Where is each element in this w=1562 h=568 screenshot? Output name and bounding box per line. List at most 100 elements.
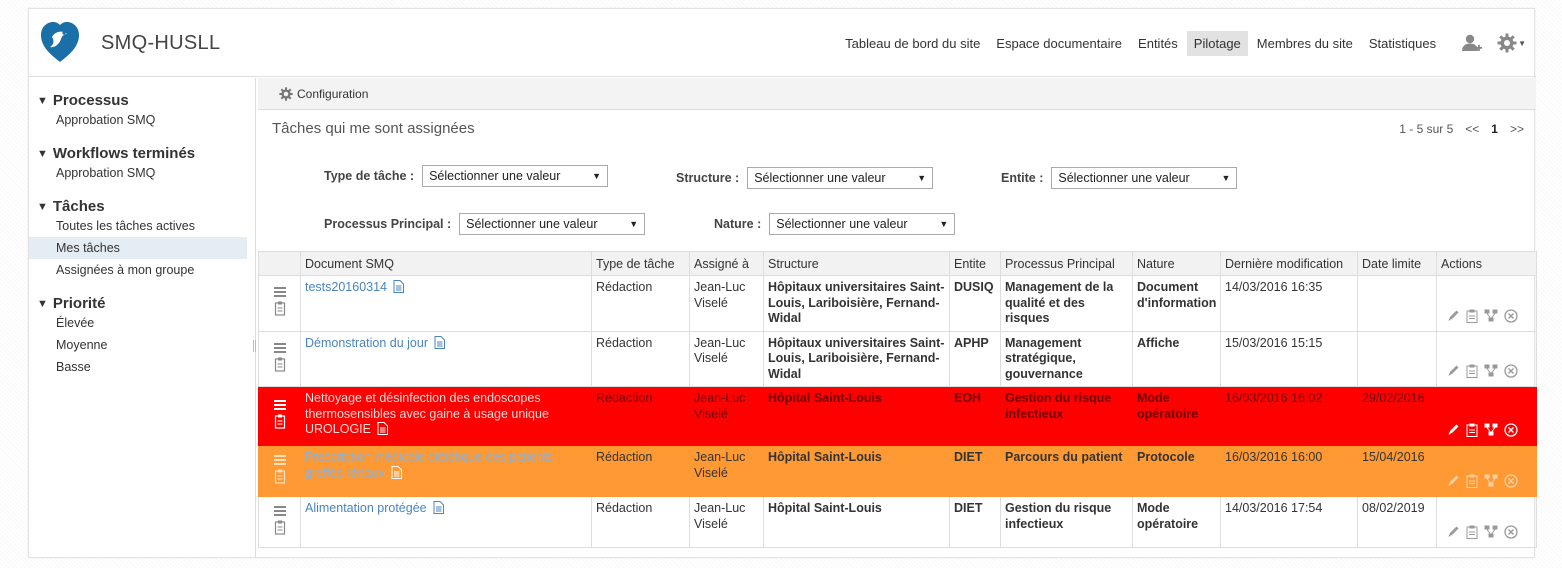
sidebar-heading[interactable]: ▼ Processus (37, 92, 129, 109)
table-row[interactable]: Alimentation protégée Rédaction Jean-Luc… (258, 496, 1537, 548)
cancel-icon[interactable] (1504, 423, 1518, 437)
cancel-icon[interactable] (1504, 474, 1518, 488)
nav-dashboard[interactable]: Tableau de bord du site (845, 35, 981, 51)
nav-statistics[interactable]: Statistiques (1368, 35, 1437, 51)
sidebar-heading[interactable]: ▼ Workflows terminés (37, 145, 196, 162)
configuration-button[interactable]: Configuration (279, 87, 368, 101)
nav-documents[interactable]: Espace documentaire (996, 35, 1123, 51)
drag-handle-icon[interactable] (259, 286, 300, 320)
edit-icon[interactable] (1447, 423, 1460, 437)
cell-actions (1436, 445, 1537, 497)
workflow-icon[interactable] (1484, 525, 1498, 539)
document-icon[interactable] (433, 501, 444, 519)
column-header[interactable]: Document SMQ (300, 251, 592, 276)
resize-handle[interactable] (253, 340, 256, 352)
table-row[interactable]: Prescription médicale diététique des pat… (258, 445, 1537, 497)
column-header[interactable]: Dernière modification (1220, 251, 1358, 276)
sidebar-item-my-tasks[interactable]: Mes tâches (29, 237, 247, 259)
sidebar-item-low[interactable]: Basse (56, 360, 91, 374)
document-icon[interactable] (434, 335, 445, 354)
document-icon[interactable] (393, 280, 405, 298)
document-link[interactable]: Nettoyage et désinfection des endoscopes… (305, 391, 549, 436)
edit-icon[interactable] (1447, 525, 1460, 539)
gear-icon[interactable]: ▼ (1497, 33, 1526, 53)
cancel-icon[interactable] (1504, 308, 1518, 323)
pagination-current[interactable]: 1 (1491, 122, 1498, 136)
drag-handle-icon[interactable] (259, 454, 300, 488)
row-handle[interactable] (258, 496, 301, 548)
column-header[interactable]: Structure (763, 251, 950, 276)
cell-modified: 16/03/2016 16:02 (1220, 386, 1358, 446)
dropdown-arrow-icon: ▼ (629, 219, 639, 229)
filter-structure-select[interactable]: Sélectionner une valeur ▼ (747, 167, 934, 189)
site-title[interactable]: SMQ-HUSLL (101, 32, 221, 54)
row-handle[interactable] (258, 445, 301, 497)
add-user-icon[interactable] (1461, 32, 1483, 54)
details-icon[interactable] (1466, 423, 1478, 437)
sidebar-item-medium[interactable]: Moyenne (56, 338, 108, 352)
column-header: Actions (1436, 251, 1537, 276)
details-icon[interactable] (1466, 364, 1478, 378)
sidebar-item-group-tasks[interactable]: Assignées à mon groupe (56, 263, 195, 277)
sidebar-heading[interactable]: ▼ Tâches (37, 198, 105, 215)
cancel-icon[interactable] (1504, 364, 1518, 378)
column-header[interactable]: Processus Principal (1000, 251, 1133, 276)
table-row[interactable]: Démonstration du jour Rédaction Jean-Luc… (258, 330, 1537, 387)
row-handle[interactable] (258, 275, 301, 332)
details-icon[interactable] (1466, 309, 1478, 323)
edit-icon[interactable] (1447, 309, 1460, 323)
cell-document: Alimentation protégée (300, 496, 592, 548)
sidebar-item-all-tasks[interactable]: Toutes les tâches actives (56, 219, 195, 233)
document-icon[interactable] (377, 422, 388, 440)
drag-handle-icon[interactable] (259, 505, 300, 539)
filter-processus-select[interactable]: Sélectionner une valeur ▼ (459, 213, 646, 235)
row-handle[interactable] (258, 330, 301, 387)
filter-nature-select[interactable]: Sélectionner une valeur ▼ (769, 213, 956, 235)
pagination-next[interactable]: >> (1509, 122, 1524, 136)
sidebar-item-approbation[interactable]: Approbation SMQ (56, 113, 156, 127)
nav-pilotage[interactable]: Pilotage (1186, 30, 1248, 56)
sidebar-heading[interactable]: ▼ Priorité (37, 295, 106, 312)
table-row[interactable]: tests20160314 Rédaction Jean-Luc Viselé … (258, 275, 1537, 332)
nav-members[interactable]: Membres du site (1256, 35, 1353, 51)
filter-type-select[interactable]: Sélectionner une valeur ▼ (422, 165, 609, 187)
nav-entities[interactable]: Entités (1138, 35, 1178, 51)
workflow-icon[interactable] (1484, 309, 1498, 323)
details-icon[interactable] (1466, 525, 1478, 539)
cell-entite: EOH (949, 386, 1001, 446)
sidebar-item-high[interactable]: Élevée (56, 316, 95, 330)
column-header[interactable]: Type de tâche (591, 251, 690, 276)
logo-icon[interactable] (37, 18, 83, 64)
workflow-icon[interactable] (1484, 474, 1498, 488)
workflow-icon[interactable] (1484, 364, 1498, 378)
column-header[interactable]: Entite (949, 251, 1001, 276)
column-header[interactable]: Assigné à (689, 251, 764, 276)
filter-entite-select[interactable]: Sélectionner une valeur ▼ (1051, 167, 1238, 189)
edit-icon[interactable] (1447, 364, 1460, 378)
document-icon[interactable] (391, 465, 402, 484)
row-handle[interactable] (258, 386, 301, 446)
edit-icon[interactable] (1447, 474, 1460, 488)
document-link[interactable]: tests20160314 (305, 280, 388, 294)
pagination-prev[interactable]: << (1465, 122, 1480, 136)
column-header[interactable]: Date limite (1357, 251, 1437, 276)
triangle-down-icon: ▼ (37, 297, 48, 310)
filter-entite: Entite : Sélectionner une valeur ▼ (1001, 167, 1238, 189)
table-row[interactable]: Nettoyage et désinfection des endoscopes… (258, 386, 1537, 446)
document-link[interactable]: Prescription médicale diététique des pat… (305, 450, 554, 480)
details-icon[interactable] (1466, 474, 1478, 488)
document-link[interactable]: Alimentation protégée (305, 501, 427, 515)
cancel-icon[interactable] (1504, 525, 1518, 539)
column-header[interactable]: Nature (1132, 251, 1221, 276)
workflow-icon[interactable] (1484, 423, 1498, 437)
header: SMQ-HUSLL Tableau de bord du site Espace… (29, 9, 1536, 77)
cell-assignee: Jean-Luc Viselé (689, 496, 764, 548)
sidebar-item-approbation-done[interactable]: Approbation SMQ (56, 166, 156, 180)
cell-structure: Hôpital Saint-Louis (763, 496, 950, 548)
drag-handle-icon[interactable] (259, 342, 300, 376)
sidebar-group-priorite: ▼ Priorité Élevée Moyenne Basse (37, 295, 255, 378)
document-link[interactable]: Démonstration du jour (305, 335, 428, 350)
drag-handle-icon[interactable] (259, 399, 300, 433)
cell-due-date (1357, 330, 1437, 387)
cell-due-date: 08/02/2019 (1357, 496, 1437, 548)
